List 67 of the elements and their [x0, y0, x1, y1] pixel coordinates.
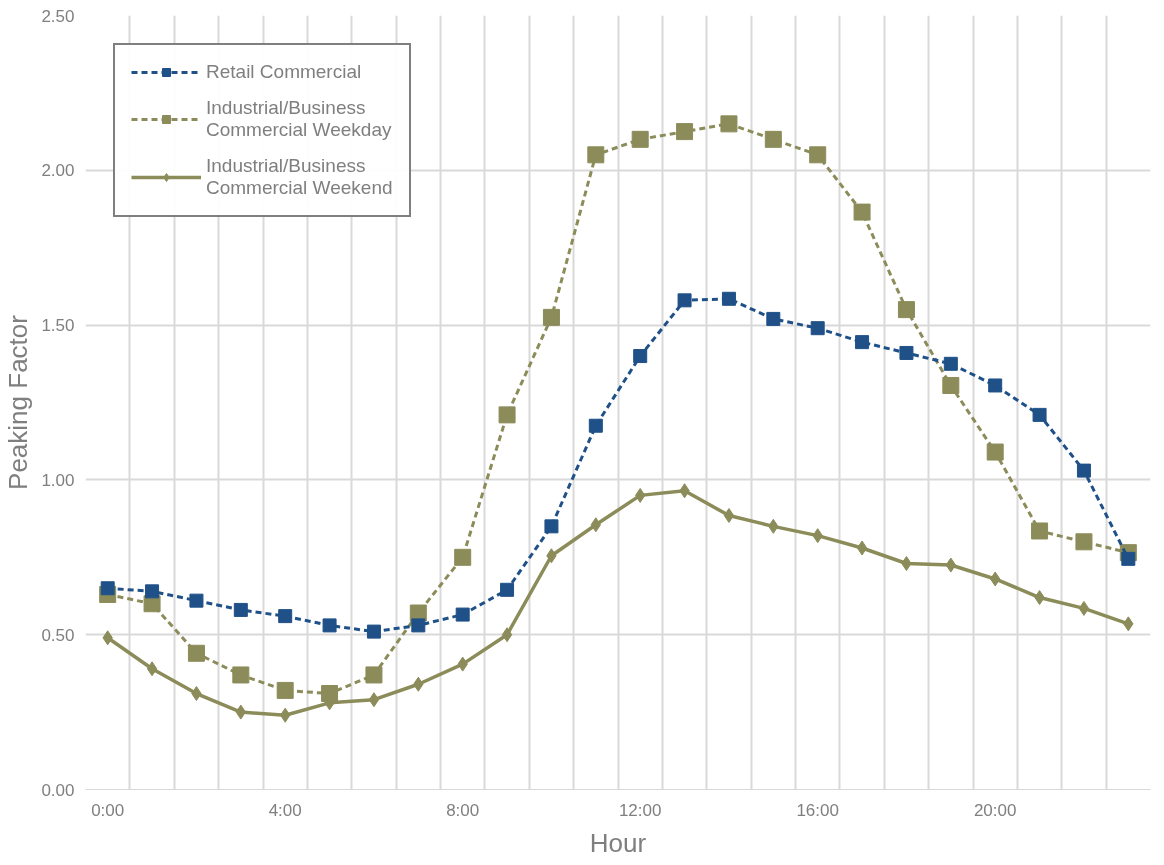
point: [677, 293, 692, 308]
point: [1121, 551, 1136, 566]
point: [856, 540, 868, 556]
point: [368, 692, 380, 708]
point: [365, 666, 383, 684]
point: [897, 301, 915, 319]
point: [723, 508, 735, 523]
point: [1075, 533, 1093, 551]
point: [720, 115, 738, 133]
point: [455, 607, 470, 622]
point: [1032, 407, 1047, 422]
point: [411, 618, 426, 633]
point: [853, 203, 871, 221]
point: [278, 609, 293, 624]
point: [187, 644, 205, 662]
x-tick-label: 0:00: [91, 800, 125, 820]
point: [1031, 522, 1049, 540]
point: [232, 666, 250, 684]
point: [587, 146, 605, 164]
point: [276, 681, 294, 699]
x-tick-label: 12:00: [618, 800, 662, 820]
point: [322, 618, 337, 633]
point: [942, 376, 960, 394]
point: [943, 356, 958, 371]
y-tick-label: 2.50: [41, 6, 75, 26]
legend-label: Retail Commercial: [206, 61, 362, 83]
point: [454, 548, 472, 566]
point: [501, 627, 513, 643]
y-tick-label: 1.00: [41, 470, 75, 490]
point: [631, 130, 649, 148]
legend-label: Industrial/Business Commercial Weekday: [206, 97, 392, 141]
point: [721, 291, 736, 306]
x-tick-label: 16:00: [796, 800, 839, 820]
point: [233, 602, 248, 617]
point: [100, 581, 115, 596]
x-tick-label: 8:00: [446, 800, 480, 820]
point: [899, 345, 914, 360]
y-tick-label: 0.50: [41, 625, 75, 645]
x-axis-title: Hour: [589, 827, 647, 858]
point: [500, 582, 515, 597]
point: [498, 406, 516, 424]
point: [542, 308, 560, 326]
point: [766, 311, 781, 326]
point: [988, 378, 1003, 393]
point: [1078, 600, 1090, 616]
point: [189, 593, 204, 608]
point: [544, 519, 559, 534]
point: [146, 661, 158, 677]
y-tick-label: 2.00: [41, 161, 75, 181]
point: [855, 335, 870, 350]
point: [1076, 463, 1091, 478]
point: [321, 685, 339, 703]
point: [810, 321, 825, 336]
legend-label: Industrial/Business Commercial Weekend: [206, 155, 393, 199]
x-tick-label: 4:00: [268, 800, 302, 820]
point: [366, 624, 381, 639]
point: [809, 146, 827, 164]
point: [986, 443, 1004, 461]
y-tick-label: 1.50: [41, 316, 75, 336]
point: [145, 584, 160, 599]
point: [588, 418, 603, 433]
point: [633, 349, 648, 364]
y-axis-title: Peaking Factor: [3, 314, 34, 490]
x-tick-label: 20:00: [973, 800, 1017, 820]
point: [764, 130, 782, 148]
y-tick-label: 0.00: [41, 780, 75, 800]
point: [676, 123, 694, 141]
